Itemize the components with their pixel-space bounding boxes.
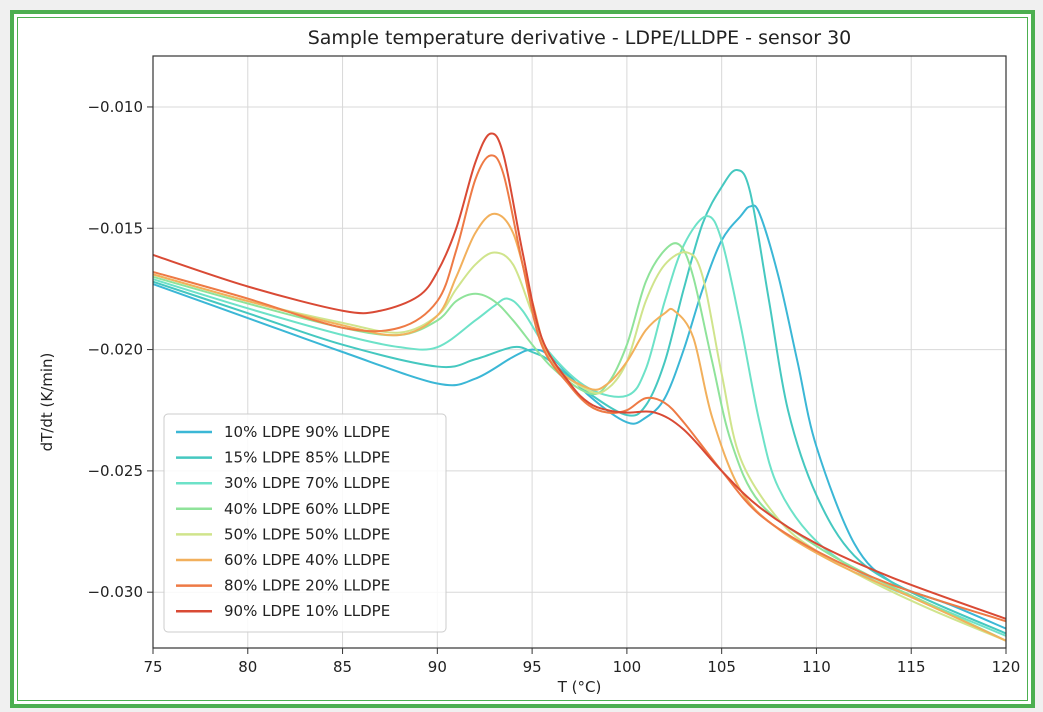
x-tick-label: 100 [613, 658, 642, 676]
ticks: 75 80 85 90 95 100 105 110 115 120 −0.010 −0.015 −0.… [87, 98, 1020, 676]
x-tick-label: 85 [333, 658, 352, 676]
y-tick-label: −0.025 [87, 462, 143, 480]
legend-label: 50% LDPE 50% LLDPE [224, 525, 390, 543]
legend-label: 60% LDPE 40% LLDPE [224, 551, 390, 569]
legend-label: 40% LDPE 60% LLDPE [224, 500, 390, 518]
legend-box [163, 413, 447, 633]
y-axis-title: dT/dt (K/min) [38, 353, 56, 452]
legend-label: 15% LDPE 85% LLDPE [224, 449, 390, 467]
legend-label: 90% LDPE 10% LLDPE [224, 602, 390, 620]
line-chart: 75 80 85 90 95 100 105 110 115 120 −0.010 −0.015 −0.… [38, 27, 1020, 696]
x-axis-title: T (°C) [557, 678, 602, 696]
y-tick-label: −0.030 [87, 583, 143, 601]
x-tick-label: 90 [428, 658, 447, 676]
y-tick-label: −0.015 [87, 219, 143, 237]
series-line-1 [152, 204, 1007, 630]
y-tick-label: −0.020 [87, 341, 143, 359]
chart-title: Sample temperature derivative - LDPE/LLD… [308, 27, 852, 49]
legend-label: 80% LDPE 20% LLDPE [224, 577, 390, 595]
series-line-3 [152, 215, 1007, 637]
series-line-7 [152, 154, 1007, 623]
series-line-8 [152, 132, 1007, 620]
x-tick-label: 80 [238, 658, 257, 676]
figure-frame: 75 80 85 90 95 100 105 110 115 120 −0.010 −0.015 −0.… [10, 10, 1035, 708]
legend-label: 30% LDPE 70% LLDPE [224, 474, 390, 492]
plot-area-frame [152, 55, 1007, 649]
series-group [152, 132, 1007, 642]
figure-inner-border [17, 17, 1028, 701]
legend: 10% LDPE 90% LLDPE 15% LDPE 85% LLDPE 30% … [163, 413, 447, 633]
x-tick-label: 115 [897, 658, 926, 676]
x-tick-label: 75 [143, 658, 162, 676]
series-line-4 [152, 242, 1007, 642]
x-tick-label: 120 [992, 658, 1021, 676]
legend-label: 10% LDPE 90% LLDPE [224, 423, 390, 441]
y-tick-label: −0.010 [87, 98, 143, 116]
x-tick-label: 110 [802, 658, 831, 676]
series-line-2 [152, 169, 1007, 635]
x-tick-label: 105 [707, 658, 736, 676]
x-tick-label: 95 [523, 658, 542, 676]
